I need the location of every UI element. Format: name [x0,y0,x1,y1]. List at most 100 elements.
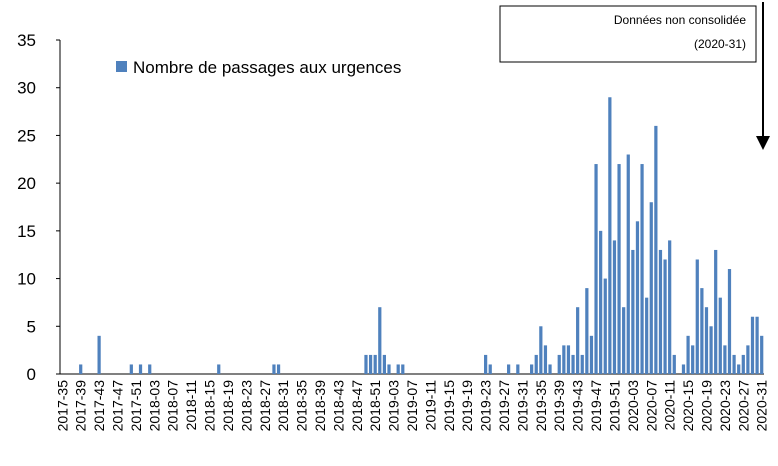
bar [737,364,741,374]
arrow-head [756,136,770,150]
bar [543,345,548,374]
bar [97,335,101,374]
x-tick-label: 2018-35 [294,380,310,432]
bar [746,345,750,374]
bar [686,335,690,374]
bar [585,288,589,374]
bar [681,364,686,374]
bar [79,364,83,374]
bar [599,230,603,374]
x-tick-label: 2020-03 [625,380,641,432]
bar [617,164,621,374]
y-tick-label: 10 [17,270,36,289]
bar [373,354,377,374]
x-tick-label: 2019-51 [606,380,622,432]
bar [276,364,281,374]
bar [622,307,626,374]
x-tick-label: 2019-23 [478,380,494,432]
bar [704,307,709,374]
annotation-text: (2020-31) [694,37,746,51]
bar [672,354,676,374]
x-tick-label: 2019-07 [404,380,420,432]
y-tick-label: 0 [27,365,36,384]
bar [631,249,635,374]
x-tick-label: 2018-03 [146,380,162,432]
bar [741,354,745,374]
x-tick-label: 2018-47 [349,380,365,432]
x-tick-label: 2020-27 [735,380,751,432]
bar [401,364,405,374]
bar [488,364,492,374]
x-tick-label: 2019-35 [533,380,549,432]
x-tick-label: 2018-27 [257,380,273,432]
bar [654,125,658,374]
bar [723,345,727,374]
bar [700,288,704,374]
bar [530,364,534,374]
bar [562,345,566,374]
x-tick-label: 2018-31 [275,380,291,432]
bar [732,354,736,374]
bar [626,154,630,374]
bar [364,354,368,374]
bar [387,364,391,374]
x-tick-label: 2019-31 [514,380,530,432]
bar [612,240,617,374]
x-tick-label: 2018-19 [220,380,236,432]
bar [516,364,520,374]
bar [649,202,653,374]
bar [750,316,755,374]
x-tick-label: 2020-31 [754,380,770,432]
x-tick-label: 2019-15 [441,380,457,432]
legend-swatch [116,61,127,72]
annotation-text: Données non consolidée [614,13,746,27]
bar [663,259,667,374]
x-tick-label: 2018-23 [238,380,254,432]
y-tick-label: 15 [17,222,36,241]
bar [668,240,672,374]
bar [645,297,649,374]
bar [217,364,221,374]
bar [148,364,152,374]
x-tick-label: 2019-47 [588,380,604,432]
x-tick-label: 2020-07 [643,380,659,432]
bar [714,249,718,374]
x-tick-label: 2020-19 [698,380,714,432]
bar [727,269,732,374]
x-tick-label: 2018-11 [183,380,199,431]
bar [378,307,382,374]
x-tick-label: 2019-03 [386,380,402,432]
x-tick-label: 2020-11 [662,380,678,431]
x-tick-label: 2019-43 [570,380,586,432]
bar [368,354,373,374]
y-tick-label: 25 [17,126,36,145]
x-tick-label: 2019-11 [422,380,438,431]
bar [539,326,543,374]
bar [571,354,575,374]
bar [566,345,571,374]
y-tick-label: 35 [17,31,36,50]
legend-label: Nombre de passages aux urgences [133,58,401,77]
x-tick-label: 2019-27 [496,380,512,432]
x-tick-label: 2017-35 [54,380,70,432]
bar [709,326,713,374]
bar [129,364,133,374]
bar [640,164,644,374]
y-tick-label: 30 [17,79,36,98]
bar [272,364,276,374]
bar [589,335,594,374]
x-tick-label: 2020-23 [717,380,733,432]
bar [603,278,607,374]
bar [760,335,764,374]
bar [718,297,722,374]
x-tick-label: 2019-39 [551,380,567,432]
x-tick-label: 2017-51 [128,380,144,432]
bar [658,249,663,374]
x-tick-label: 2020-15 [680,380,696,432]
bar [594,164,598,374]
x-tick-label: 2017-39 [73,380,89,432]
bar [580,354,584,374]
bar [557,354,561,374]
x-tick-label: 2017-43 [91,380,107,432]
